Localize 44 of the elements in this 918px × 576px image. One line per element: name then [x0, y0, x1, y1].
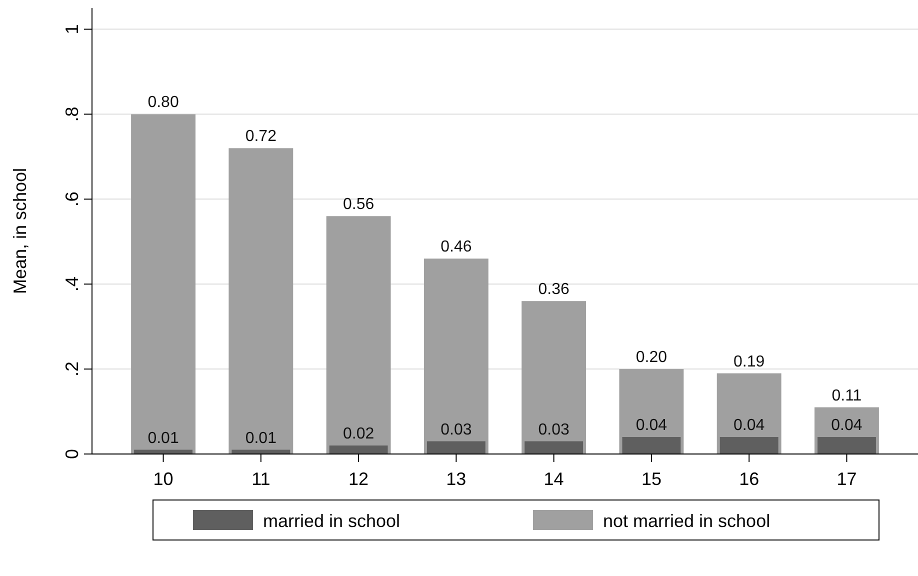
y-tick-label: 1: [62, 24, 82, 34]
y-axis-title: Mean, in school: [10, 168, 30, 294]
bar: [524, 441, 584, 454]
bar: [522, 301, 586, 454]
data-label: 0.20: [636, 349, 668, 366]
bar: [228, 148, 294, 454]
y-tick-label: 0: [62, 448, 82, 460]
bar: [326, 216, 391, 454]
data-label: 0.56: [342, 196, 374, 214]
data-label: 0.04: [831, 417, 862, 434]
y-tick-label: .6: [62, 192, 82, 207]
data-label: 0.02: [342, 426, 374, 443]
x-tick-label: 11: [252, 469, 270, 489]
data-label: 0.36: [538, 281, 570, 298]
data-label: 0.72: [245, 128, 277, 146]
x-tick-label: 16: [739, 469, 760, 489]
bar: [329, 446, 388, 454]
bar: [131, 114, 196, 454]
y-tick-label: .2: [62, 362, 82, 377]
legend-label: not married in school: [603, 511, 770, 531]
x-tick-label: 15: [641, 469, 662, 489]
x-tick-label: 14: [544, 469, 564, 489]
data-label: 0.19: [734, 353, 765, 370]
data-label: 0.04: [734, 417, 765, 434]
bar: [818, 437, 876, 454]
legend-label: married in school: [263, 511, 400, 531]
data-label: 0.46: [440, 238, 472, 256]
data-label: 0.04: [636, 417, 668, 434]
x-tick-label: 12: [348, 469, 369, 489]
bar: [720, 437, 778, 454]
data-label: 0.01: [148, 430, 179, 447]
bar: [622, 437, 681, 454]
x-tick-label: 17: [836, 469, 857, 489]
data-label: 0.03: [538, 421, 570, 438]
x-tick-label: 13: [446, 469, 466, 489]
data-label: 0.11: [832, 387, 862, 404]
data-label: 0.01: [245, 430, 277, 447]
data-label: 0.80: [148, 94, 179, 112]
bar: [424, 258, 488, 454]
x-tick-label: 10: [153, 469, 174, 489]
bar: [426, 441, 486, 454]
y-tick-label: .8: [62, 106, 82, 122]
data-label: 0.03: [440, 421, 472, 438]
y-tick-label: .4: [62, 276, 82, 292]
